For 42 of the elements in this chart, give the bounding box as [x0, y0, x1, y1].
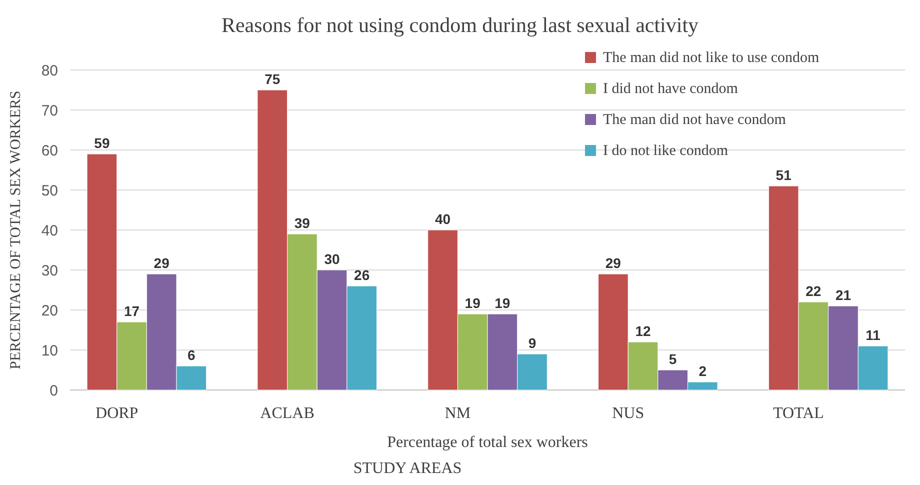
data-label: 19 — [464, 295, 481, 311]
data-label: 6 — [188, 347, 196, 363]
data-label: 39 — [294, 215, 310, 231]
data-label: 40 — [434, 211, 451, 227]
data-label: 51 — [776, 167, 792, 183]
data-label: 29 — [154, 255, 170, 271]
data-label: 22 — [806, 283, 822, 299]
data-label: 29 — [605, 255, 622, 271]
y-tick-label: 60 — [41, 142, 58, 160]
data-label: 17 — [124, 303, 140, 319]
data-label: 19 — [494, 295, 510, 311]
chart-title: Reasons for not using condom during last sexual activity — [221, 13, 700, 37]
y-tick-label: 70 — [41, 102, 58, 120]
x-tick-label: ACLAB — [260, 405, 314, 422]
y-tick-label: 40 — [41, 222, 58, 240]
data-label: 5 — [668, 351, 677, 367]
data-label: 30 — [324, 251, 340, 267]
legend-label: The man did not have condom — [603, 112, 786, 128]
data-label: 11 — [866, 327, 881, 343]
legend-label: I did not have condom — [603, 81, 738, 97]
text: STUDY AREAS — [353, 460, 462, 477]
x-tick-label: NM — [444, 405, 471, 422]
y-axis-title: PERCENTAGE OF TOTAL SEX WORKERS — [8, 90, 24, 370]
x-tick-label: DORP — [96, 405, 138, 422]
data-label: 12 — [635, 323, 651, 339]
legend-label: The man did not like to use condom — [603, 50, 820, 66]
data-label: 21 — [835, 287, 852, 303]
y-tick-label: 10 — [41, 342, 58, 360]
x-tick-label: NUS — [612, 405, 644, 422]
data-label: 2 — [698, 363, 707, 379]
x-tick-label: TOTAL — [773, 405, 824, 422]
data-label: 9 — [528, 335, 536, 351]
legend-label: I do not like condom — [603, 143, 728, 159]
data-label: 75 — [264, 71, 280, 87]
y-tick-label: 80 — [41, 62, 58, 80]
y-tick-label: 20 — [41, 302, 58, 320]
y-tick-label: 50 — [41, 182, 58, 200]
y-tick-label: 30 — [41, 262, 58, 280]
data-label: 59 — [94, 135, 110, 151]
x-axis-title: Percentage of total sex workers — [387, 434, 588, 451]
y-tick-label: 0 — [50, 382, 58, 400]
data-label: 26 — [354, 267, 370, 283]
